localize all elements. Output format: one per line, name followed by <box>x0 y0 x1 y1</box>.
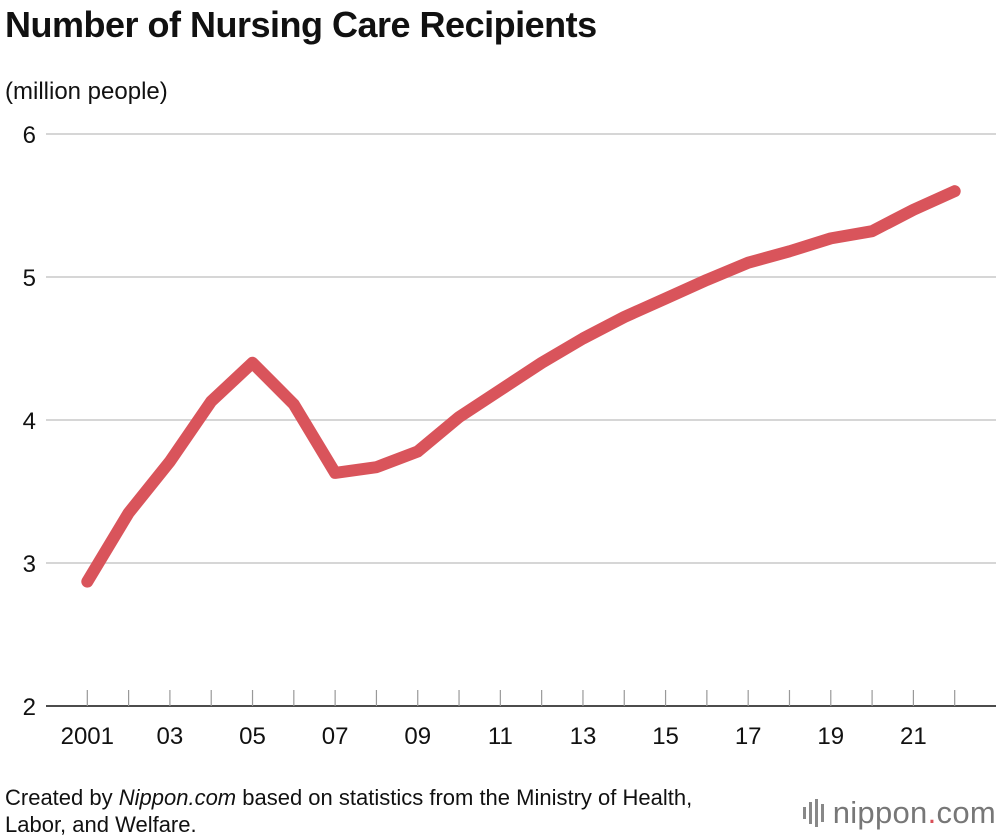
y-tick-label: 5 <box>23 265 36 292</box>
data-point <box>623 316 625 318</box>
data-point <box>582 337 584 339</box>
data-point <box>417 450 419 452</box>
source-note: Created by Nippon.com based on statistic… <box>5 784 725 838</box>
x-axis: 2001 03 05 07 09 11 13 15 17 19 21 <box>46 690 996 750</box>
brand-dot: . <box>927 795 937 830</box>
y-tick-label: 3 <box>23 551 36 578</box>
data-point <box>293 403 295 405</box>
x-tick-label: 21 <box>900 723 927 750</box>
data-point <box>252 362 254 364</box>
data-point <box>830 237 832 239</box>
nippon-logo-icon <box>802 799 824 827</box>
x-tick-label: 19 <box>817 723 844 750</box>
data-point <box>458 416 460 418</box>
data-point <box>375 466 377 468</box>
data-point <box>334 472 336 474</box>
x-tick-label: 13 <box>570 723 597 750</box>
y-tick-label: 6 <box>23 122 36 149</box>
x-tick-label: 2001 <box>61 723 114 750</box>
data-point <box>871 230 873 232</box>
data-point <box>665 297 667 299</box>
source-prefix: Created by <box>5 785 119 810</box>
y-axis-ticks: 2 3 4 5 6 <box>23 122 36 721</box>
data-point <box>86 581 88 583</box>
x-tick-label: 05 <box>239 723 266 750</box>
brand-logo: nippon. com <box>802 795 996 831</box>
y-tick-label: 2 <box>23 694 36 721</box>
brand-domain: com <box>936 795 996 830</box>
series-line <box>81 185 961 588</box>
data-point <box>954 190 956 192</box>
data-point <box>169 460 171 462</box>
data-point <box>912 209 914 211</box>
data-point <box>788 250 790 252</box>
gridlines <box>46 133 996 564</box>
y-axis-unit-label: (million people) <box>5 78 168 105</box>
x-tick-label: 03 <box>157 723 184 750</box>
x-tick-label: 09 <box>404 723 431 750</box>
y-tick-label: 4 <box>23 408 36 435</box>
x-tick-label: 11 <box>488 723 513 750</box>
data-point <box>128 512 130 514</box>
x-tick-label: 17 <box>735 723 762 750</box>
chart-title: Number of Nursing Care Recipients <box>5 4 597 45</box>
brand-name: nippon <box>832 795 928 830</box>
x-tick-label: 07 <box>322 723 349 750</box>
source-name: Nippon.com <box>118 785 237 810</box>
series-layer <box>81 185 961 588</box>
data-point <box>706 279 708 281</box>
x-tick-label: 15 <box>652 723 679 750</box>
data-point <box>747 262 749 264</box>
source-suffix: based on statistics from the Ministry of… <box>5 785 693 837</box>
data-point <box>499 389 501 391</box>
data-point <box>210 400 212 402</box>
data-point <box>541 362 543 364</box>
